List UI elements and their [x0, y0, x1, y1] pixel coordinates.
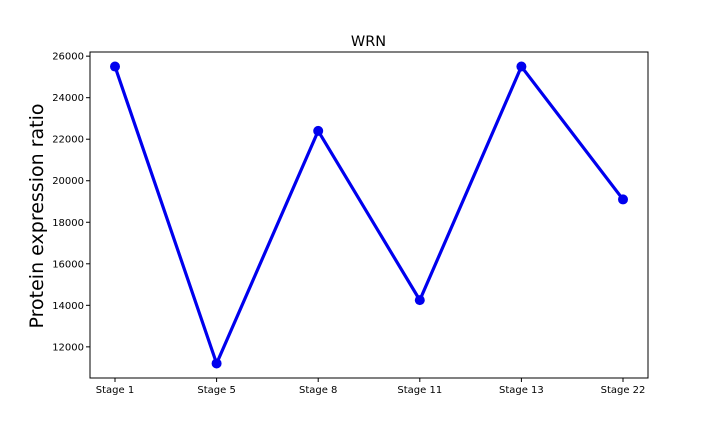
y-tick-label: 14000 [52, 301, 84, 312]
y-tick-label: 18000 [52, 218, 84, 229]
y-tick-label: 22000 [52, 135, 84, 146]
y-tick-label: 12000 [52, 342, 84, 353]
x-tick-label: Stage 22 [601, 385, 646, 396]
y-tick-label: 20000 [52, 176, 84, 187]
series-layer [110, 61, 628, 369]
y-axis-label: Protein expression ratio [26, 104, 48, 329]
y-tick-label: 24000 [52, 93, 84, 104]
data-point [211, 358, 222, 369]
data-point [516, 61, 527, 72]
series-line [113, 64, 625, 366]
x-tick-label: Stage 13 [499, 385, 544, 396]
data-point [110, 61, 120, 72]
x-tick-label: Stage 1 [96, 385, 134, 396]
x-tick-label: Stage 11 [397, 385, 442, 396]
data-point [618, 194, 628, 205]
data-point [313, 125, 324, 136]
y-axis-ticks: 12000 14000 16000 18000 20000 22000 24000 26000 [52, 52, 90, 353]
y-tick-label: 16000 [52, 259, 84, 270]
x-tick-label: Stage 5 [197, 385, 235, 396]
data-point [414, 295, 425, 306]
chart-title: WRN [351, 34, 386, 50]
x-axis-ticks: Stage 1 Stage 5 Stage 8 Stage 11 Stage 13 Sta… [96, 378, 646, 396]
y-tick-label: 26000 [52, 52, 84, 63]
plot-frame [89, 51, 649, 379]
x-tick-label: Stage 8 [299, 385, 337, 396]
